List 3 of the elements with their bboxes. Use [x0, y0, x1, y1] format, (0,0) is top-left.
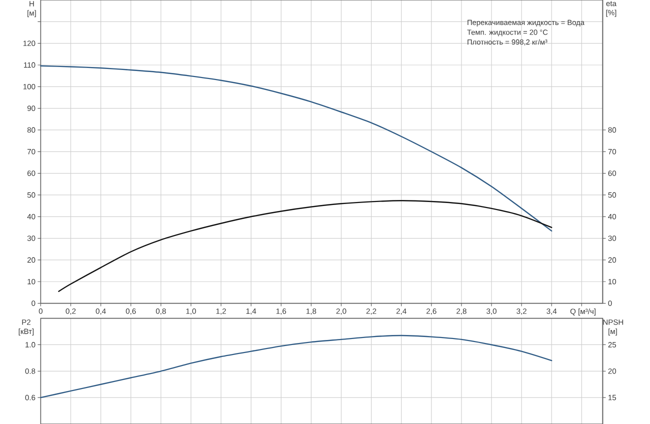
- line-series: [58, 200, 552, 292]
- line-series: [40, 334, 552, 398]
- line-series: [40, 65, 552, 232]
